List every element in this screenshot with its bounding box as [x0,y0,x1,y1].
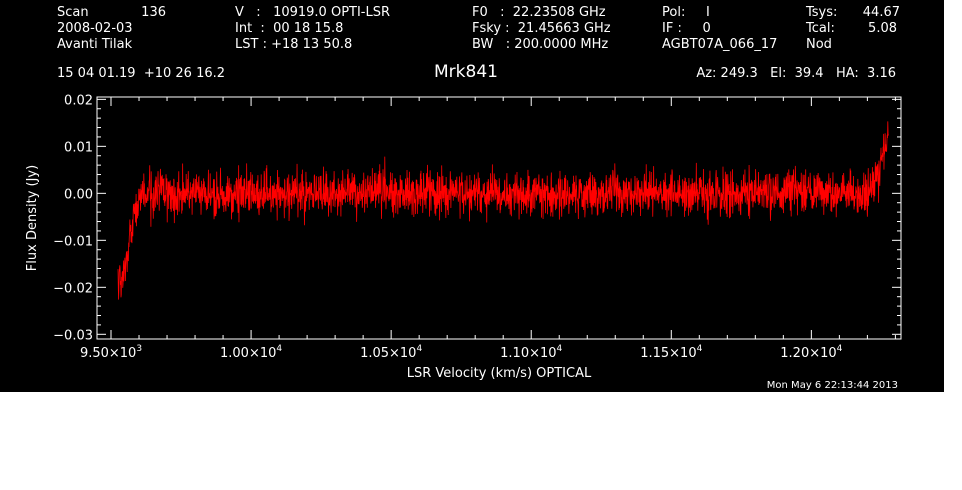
lst-info: LST : +18 13 50.8 [235,37,353,52]
y-tick-label: −0.03 [53,328,93,343]
tsys-value: 44.67 [862,5,900,20]
x-tick-label: 1.05×104 [360,344,422,361]
tcal-label: Tcal: [806,21,835,36]
y-tick-label: −0.02 [53,281,93,296]
sky-frequency: Fsky : 21.45663 GHz [472,21,611,36]
plot-panel: Scan 136 2008-02-03 Avanti Tilak 15 04 0… [0,0,944,392]
ra-dec: 15 04 01.19 +10 26 16.2 [57,66,226,81]
scan-number: 136 [141,5,166,20]
y-tick-label: 0.00 [64,187,93,202]
x-tick-label: 1.10×104 [500,344,562,361]
y-tick-label: 0.01 [64,140,93,155]
polarization: Pol: I [662,5,710,20]
rest-frequency: F0 : 22.23508 GHz [472,5,606,20]
x-tick-label: 1.20×104 [780,344,842,361]
project-id: AGBT07A_066_17 [662,37,778,52]
integration-time: Int : 00 18 15.8 [235,21,344,36]
bandwidth: BW : 200.0000 MHz [472,37,609,52]
spectrum-chart: 9.50×103 1.00×104 1.05×104 1.10×104 1.15×104… [25,93,902,381]
plot-timestamp: Mon May 6 22:13:44 2013 [766,380,898,391]
plot-frame [96,96,902,340]
tcal-value: 5.08 [868,21,897,36]
y-tick-label: 0.02 [64,93,93,108]
x-tick-label: 1.15×104 [640,344,702,361]
observation-date: 2008-02-03 [57,21,133,36]
source-title: Mrk841 [434,62,498,82]
if-number: IF : 0 [662,21,711,36]
x-tick-label: 1.00×104 [220,344,282,361]
y-tick-label: −0.01 [53,234,93,249]
observer-name: Avanti Tilak [57,37,133,52]
pointing-info: Az: 249.3 El: 39.4 HA: 3.16 [696,66,896,81]
tsys-label: Tsys: [806,5,838,20]
spectrum-series-line [117,121,889,300]
velocity-info: V : 10919.0 OPTI-LSR [235,5,391,20]
x-axis-label: LSR Velocity (km/s) OPTICAL [407,366,592,381]
observing-mode: Nod [806,37,832,52]
y-axis-label: Flux Density (Jy) [25,165,40,271]
scan-label: Scan [57,5,89,20]
x-tick-label: 9.50×103 [80,344,142,361]
